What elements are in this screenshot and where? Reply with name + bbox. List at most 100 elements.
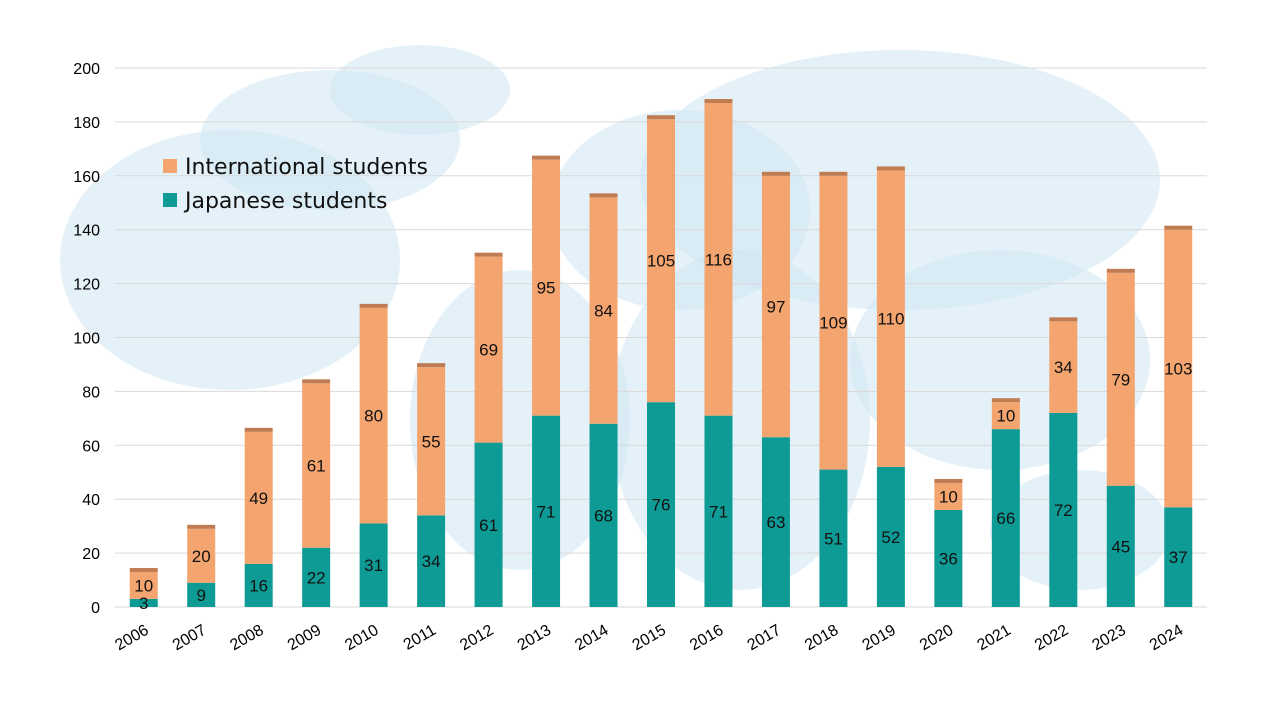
bar-international [187,528,216,583]
bar-group: 36 10 [934,479,963,607]
bar-international [761,175,790,438]
bar-international [359,307,388,524]
bar-group: 61 69 [474,252,503,607]
bar-cap [474,252,503,257]
y-tick-label: 40 [82,492,100,509]
bar-international [934,483,963,510]
data-label-international: 110 [877,310,904,329]
bar-japanese [647,402,675,607]
data-label-japanese: 36 [939,549,958,568]
bar-cap [1164,225,1193,230]
bar-japanese [876,466,905,607]
data-label-japanese: 45 [1111,537,1130,556]
bar-japanese [417,515,446,607]
bar-cap [1106,268,1135,273]
bar-group: 66 10 [991,398,1020,607]
x-tick-label: 2015 [630,622,669,655]
legend-swatch [163,193,177,207]
bar-international [1164,229,1193,508]
data-label-japanese: 76 [652,496,671,515]
bar-group: 52 110 [876,166,905,607]
bar-international [1106,272,1135,486]
bar-group: 34 55 [417,363,446,607]
data-label-international: 109 [819,314,847,333]
data-label-international: 105 [647,252,675,271]
data-label-international: 10 [939,488,958,507]
x-tick-label: 2013 [515,622,554,655]
data-label-international: 79 [1111,370,1130,389]
bar-japanese [359,523,388,607]
bar-group: 71 116 [704,99,733,607]
y-tick-label: 80 [82,384,100,401]
bar-cap [934,479,963,484]
data-label-japanese: 51 [824,529,843,548]
legend-label: International students [185,155,428,180]
bar-group: 310 [129,567,158,613]
y-tick-label: 0 [91,600,100,617]
data-label-japanese: 16 [249,576,268,595]
data-label-japanese: 22 [307,568,326,587]
x-tick-label: 2017 [745,622,784,655]
bar-international [474,256,503,443]
data-label-japanese: 71 [709,502,728,521]
bar-japanese [761,437,790,607]
bar-international [1049,321,1078,413]
bar-group: 76 105 [647,115,675,607]
y-tick-label: 200 [73,61,100,78]
bar-group: 68 84 [589,193,618,607]
data-label-japanese: 61 [479,516,498,535]
data-label-international: 84 [594,302,613,321]
data-label-international: 116 [705,250,732,269]
data-label-international: 95 [537,279,556,298]
y-tick-label: 180 [73,115,100,132]
data-label-japanese: 37 [1169,548,1188,567]
x-tick-label: 2022 [1032,622,1071,655]
bar-japanese [704,415,733,607]
bar-cap [244,427,273,432]
data-label-japanese: 66 [996,509,1015,528]
x-tick-label: 2014 [572,622,611,655]
bar-japanese [1049,412,1078,607]
bar-japanese [129,598,158,607]
bar-international [417,367,446,516]
x-tick-label: 2007 [170,622,209,655]
x-tick-label: 2016 [687,622,726,655]
bar-cap [704,99,733,104]
bar-cap [302,379,331,384]
bar-cap [647,115,675,120]
legend-swatch [163,159,177,173]
bar-japanese [934,509,963,607]
x-tick-label: 2006 [112,622,151,655]
bar-cap [129,567,158,572]
bar-cap [532,155,561,160]
legend: International students Japanese students [163,155,428,214]
bar-international [647,119,675,403]
bar-japanese [1164,507,1193,607]
data-label-international: 34 [1054,358,1073,377]
x-tick-label: 2010 [342,622,381,655]
bar-international [704,103,733,416]
data-label-international: 97 [766,298,785,317]
data-label-japanese: 52 [881,528,900,547]
bar-group: 72 34 [1049,317,1078,607]
x-tick-label: 2018 [802,622,841,655]
bar-international [302,383,331,548]
bar-japanese [474,442,503,607]
bar-cap [589,193,618,198]
y-tick-label: 160 [73,169,100,186]
y-tick-label: 60 [82,438,100,455]
bar-japanese [819,469,848,607]
bar-group: 22 61 [302,379,331,607]
bar-cap [359,303,388,308]
x-axis-ticks: 2006 2007 2008 2009 2010 2011 2012 2013 2014 2015… [112,622,1186,655]
data-label-international: 10 [996,407,1015,426]
x-tick-label: 2012 [457,622,496,655]
data-label-international: 10 [134,576,153,595]
data-label-international: 55 [422,432,441,451]
x-tick-label: 2011 [401,622,439,654]
bar-cap [761,171,790,176]
bar-group: 71 95 [532,155,561,607]
